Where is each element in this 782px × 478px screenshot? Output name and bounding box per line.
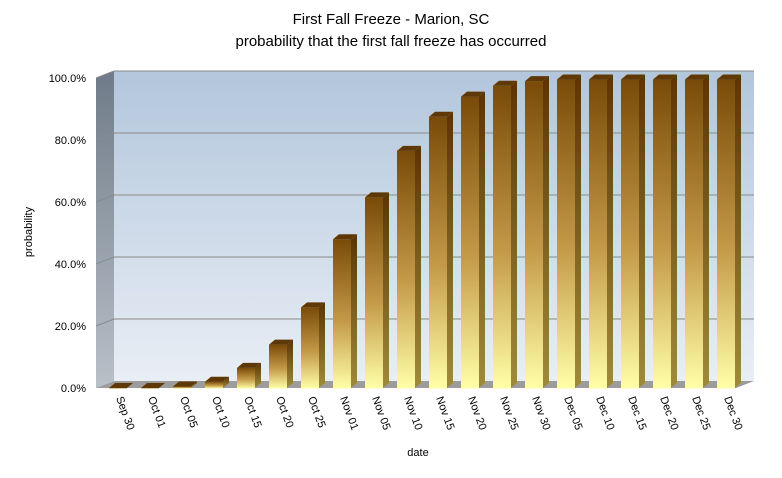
bar: [237, 362, 261, 389]
bar: [717, 74, 741, 389]
x-tick-label: Nov 30: [529, 395, 552, 432]
x-tick-label: Oct 01: [145, 395, 167, 430]
bar: [493, 80, 517, 389]
chart-title: First Fall Freeze - Marion, SC: [293, 11, 490, 28]
x-tick-label: Nov 05: [369, 395, 392, 432]
bars: [109, 74, 741, 389]
x-tick-label: Dec 05: [561, 395, 584, 432]
chart-subtitle: probability that the first fall freeze h…: [236, 33, 547, 50]
bar: [365, 192, 389, 389]
x-tick-label: Nov 20: [465, 395, 488, 432]
y-tick-label: 100.0%: [49, 73, 87, 85]
x-tick-label: Dec 10: [593, 395, 616, 432]
x-tick-label: Nov 10: [401, 395, 424, 432]
x-tick-label: Oct 05: [177, 395, 199, 430]
y-tick-label: 60.0%: [55, 197, 86, 209]
x-tick-label: Dec 15: [625, 395, 648, 432]
gridline-wall: [95, 256, 115, 265]
side-wall: [96, 71, 114, 388]
x-tick-label: Sep 30: [113, 395, 136, 432]
bar: [205, 376, 229, 389]
y-axis-ticks: 0.0% 20.0% 40.0% 60.0% 80.0% 100.0%: [49, 73, 87, 395]
bar: [653, 74, 677, 389]
y-tick-label: 20.0%: [55, 321, 86, 333]
bar: [333, 234, 357, 389]
x-tick-label: Oct 15: [241, 395, 263, 430]
bar: [429, 111, 453, 389]
bar: [141, 383, 165, 389]
bar: [173, 381, 197, 389]
bar: [109, 383, 133, 389]
x-tick-label: Oct 10: [209, 395, 231, 430]
gridline-wall: [95, 194, 115, 203]
x-tick-label: Nov 15: [433, 395, 456, 432]
x-tick-label: Dec 30: [721, 395, 744, 432]
x-axis-label: date: [407, 447, 428, 459]
gridline-wall: [95, 132, 115, 141]
bar: [525, 76, 549, 389]
bar: [269, 339, 293, 389]
gridline-wall: [95, 318, 115, 327]
bar: [397, 145, 421, 389]
x-tick-label: Oct 25: [305, 395, 327, 430]
bar: [301, 302, 325, 389]
x-axis-ticks: Sep 30 Oct 01 Oct 05 Oct 10 Oct 15 Oct 20 Oct …: [113, 395, 744, 432]
x-tick-label: Oct 20: [273, 395, 295, 430]
bar: [621, 74, 645, 389]
y-tick-label: 0.0%: [61, 383, 86, 395]
x-tick-label: Nov 25: [497, 395, 520, 432]
x-tick-label: Dec 20: [657, 395, 680, 432]
bar: [685, 74, 709, 389]
y-axis-label: probability: [23, 206, 35, 257]
bar: [589, 74, 613, 389]
y-tick-label: 40.0%: [55, 259, 86, 271]
bar: [557, 74, 581, 389]
gridline-wall: [95, 70, 115, 79]
y-tick-label: 80.0%: [55, 135, 86, 147]
bar: [461, 91, 485, 389]
x-tick-label: Dec 25: [689, 395, 712, 432]
x-tick-label: Nov 01: [337, 395, 360, 432]
